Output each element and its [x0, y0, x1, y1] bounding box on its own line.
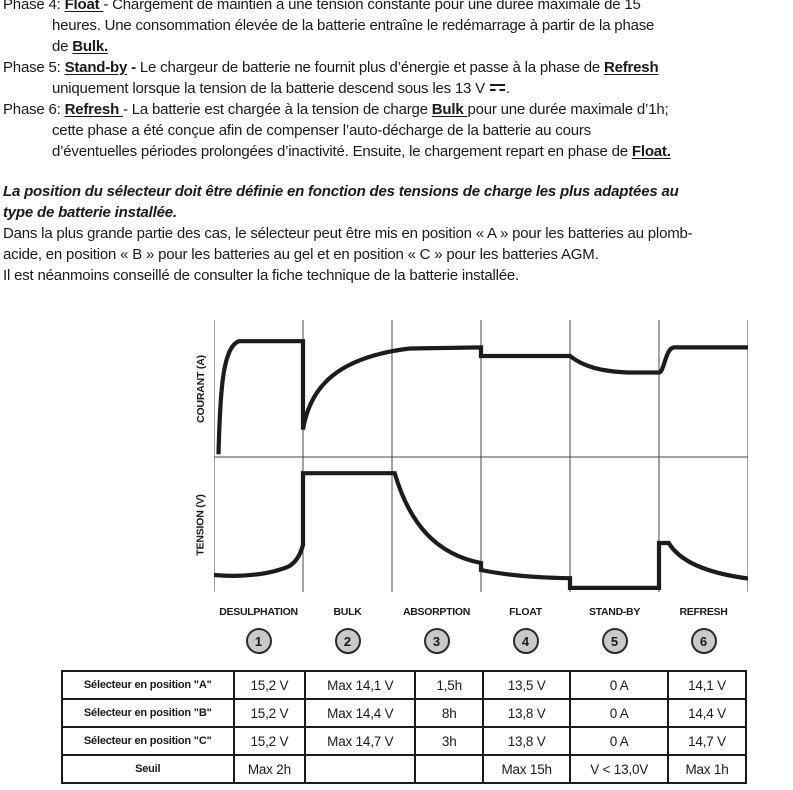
phase-label-refresh: REFRESH — [679, 606, 728, 618]
doc-line: d’éventuelles périodes prolongées d’inac… — [3, 141, 791, 162]
doc-line: Phase 4: Float - Chargement de maintien … — [3, 0, 791, 15]
text-segment: de — [52, 38, 73, 55]
row-label-cell: Sélecteur en position "B" — [61, 698, 235, 728]
value-cell: Max 2h — [232, 754, 307, 784]
table-row: Sélecteur en position "A" 15,2 V Max 14,1 … — [61, 670, 747, 700]
charge-curves-svg — [214, 320, 748, 592]
value-cell: 13,5 V — [481, 670, 572, 700]
current-axis-label-text: COURANT (A) — [195, 354, 208, 423]
value-cell: 0 A — [569, 726, 669, 756]
row-label-cell: Sélecteur en position "A" — [61, 670, 235, 700]
phase-descriptions: Phase 4: Float - Chargement de maintien … — [3, 0, 791, 162]
text-segment: uniquement lorsque la tension de la batt… — [52, 80, 489, 97]
doc-line: heures. Une consommation élevée de la ba… — [3, 15, 791, 36]
selector-line: Dans la plus grande partie des cas, le s… — [3, 223, 791, 244]
phase-label-desulphation: DESULPHATION — [219, 606, 298, 618]
value-cell: 15,2 V — [232, 726, 307, 756]
value-cell: 14,4 V — [667, 698, 747, 728]
table-row: Seuil Max 2h Max 15h V < 13,0V Max 1h — [61, 754, 747, 784]
text-segment: Float — [64, 0, 104, 13]
text-segment: Phase 6: — [3, 101, 65, 118]
phase-label-absorption: ABSORPTION — [402, 606, 471, 618]
phase-number-badge: 1 — [245, 628, 272, 654]
text-segment: La position du sélecteur doit être défin… — [3, 183, 679, 200]
voltage-axis-label-text: TENSION (V) — [195, 493, 208, 556]
value-cell: 0 A — [569, 670, 669, 700]
text-segment: d’éventuelles périodes prolongées d’inac… — [52, 143, 632, 160]
text-segment: - La batterie est chargée à la tension d… — [123, 101, 432, 118]
phase-number-badge: 3 — [423, 628, 450, 654]
phase-number-badge: 4 — [512, 628, 539, 654]
selector-line: acide, en position « B » pour les batter… — [3, 244, 791, 265]
selector-line: Il est néanmoins conseillé de consulter … — [3, 265, 791, 286]
value-cell: Max 15h — [481, 754, 572, 784]
table-row: Sélecteur en position "C" 15,2 V Max 14,7 … — [61, 726, 747, 756]
phase-number-badge: 5 — [601, 628, 628, 654]
voltage-axis-label: TENSION (V) — [192, 457, 210, 592]
doc-line: de Bulk. — [3, 36, 791, 57]
value-cell: V < 13,0V — [569, 754, 669, 784]
text-segment: Phase 4: — [3, 0, 65, 13]
value-cell: 14,7 V — [667, 726, 747, 756]
text-segment: Dans la plus grande partie des cas, le s… — [3, 225, 693, 242]
phase-number-badge: 2 — [334, 628, 361, 654]
value-cell: 0 A — [569, 698, 669, 728]
selector-line: La position du sélecteur doit être défin… — [3, 181, 791, 202]
selector-paragraph: La position du sélecteur doit être défin… — [3, 181, 791, 286]
table-row: Sélecteur en position "B" 15,2 V Max 14,4 … — [61, 698, 747, 728]
text-segment: Float. — [631, 143, 671, 160]
phase-number-badge: 6 — [690, 628, 717, 654]
text-segment: Il est néanmoins conseillé de consulter … — [3, 267, 520, 284]
value-cell: Max 1h — [667, 754, 747, 784]
value-cell: 3h — [414, 726, 484, 756]
text-segment: Bulk — [431, 101, 468, 118]
value-cell: Max 14,1 V — [304, 670, 417, 700]
phase-label-float: FLOAT — [509, 606, 542, 618]
text-segment: type de batterie installée. — [3, 204, 177, 221]
text-segment: cette phase a été conçue afin de compens… — [52, 122, 591, 139]
text-segment: Bulk. — [72, 38, 108, 55]
text-segment: pour une durée maximale d’1h; — [467, 101, 669, 118]
value-cell: 15,2 V — [232, 670, 307, 700]
text-segment: Stand-by — [64, 59, 128, 76]
selector-settings-table: Sélecteur en position "A" 15,2 V Max 14,1 … — [61, 670, 747, 784]
text-segment: . — [505, 80, 510, 97]
doc-line: Phase 6: Refresh - La batterie est charg… — [3, 99, 791, 120]
value-cell: 1,5h — [414, 670, 484, 700]
value-cell: 13,8 V — [481, 698, 572, 728]
doc-line: uniquement lorsque la tension de la batt… — [3, 78, 791, 99]
value-cell — [414, 754, 484, 784]
current-axis-label: COURANT (A) — [192, 320, 210, 457]
value-cell: 15,2 V — [232, 698, 307, 728]
value-cell — [304, 754, 417, 784]
text-segment: Phase 5: — [3, 59, 65, 76]
value-cell: Max 14,7 V — [304, 726, 417, 756]
row-label-cell: Sélecteur en position "C" — [61, 726, 235, 756]
dc-current-icon — [489, 83, 506, 93]
text-segment: - — [127, 59, 140, 76]
doc-line: Phase 5: Stand-by - Le chargeur de batte… — [3, 57, 791, 78]
text-segment: Le chargeur de batterie ne fournit plus … — [139, 59, 604, 76]
value-cell: Max 14,4 V — [304, 698, 417, 728]
phase-label-bulk: BULK — [333, 606, 362, 618]
phase-label-stand-by: STAND-BY — [588, 606, 641, 618]
courant-curve — [216, 339, 748, 455]
text-segment: - Chargement de maintien à une tension c… — [103, 0, 641, 13]
value-cell: 13,8 V — [481, 726, 572, 756]
tension-curve — [214, 471, 748, 590]
text-segment: heures. Une consommation élevée de la ba… — [52, 17, 655, 34]
doc-line: cette phase a été conçue afin de compens… — [3, 120, 791, 141]
text-segment: Refresh — [603, 59, 659, 76]
value-cell: 8h — [414, 698, 484, 728]
selector-line: type de batterie installée. — [3, 202, 791, 223]
row-label-cell: Seuil — [61, 754, 235, 784]
text-segment: acide, en position « B » pour les batter… — [3, 246, 599, 263]
value-cell: 14,1 V — [667, 670, 747, 700]
text-segment: Refresh — [64, 101, 124, 118]
